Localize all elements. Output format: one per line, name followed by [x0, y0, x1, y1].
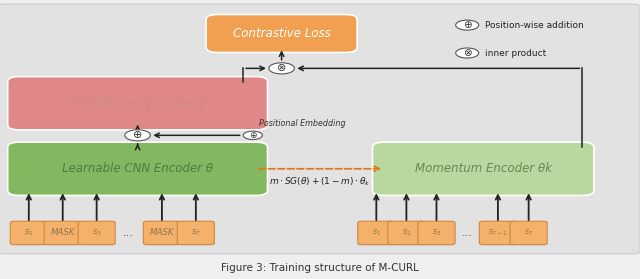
FancyBboxPatch shape [143, 221, 180, 245]
Circle shape [243, 131, 262, 140]
Text: ⊗: ⊗ [277, 63, 286, 73]
FancyBboxPatch shape [206, 15, 357, 52]
FancyBboxPatch shape [510, 221, 547, 245]
Circle shape [456, 20, 479, 30]
Text: ⊕: ⊕ [133, 130, 142, 140]
Text: Momentum Encoder θk: Momentum Encoder θk [415, 162, 552, 175]
Text: Figure 3: Training structure of M-CURL: Figure 3: Training structure of M-CURL [221, 263, 419, 273]
Text: Learnable CNN Encoder θ: Learnable CNN Encoder θ [62, 162, 213, 175]
Text: MASK: MASK [150, 229, 174, 237]
Text: ⊕: ⊕ [249, 131, 257, 140]
FancyBboxPatch shape [8, 142, 268, 195]
Text: inner product: inner product [485, 49, 547, 57]
Text: $s_1$: $s_1$ [24, 228, 34, 238]
Text: $m \cdot SG(\theta) + (1-m) \cdot \theta_k$: $m \cdot SG(\theta) + (1-m) \cdot \theta… [269, 176, 371, 188]
FancyBboxPatch shape [418, 221, 455, 245]
FancyBboxPatch shape [8, 76, 268, 130]
FancyBboxPatch shape [0, 4, 640, 254]
Text: ...: ... [462, 228, 472, 238]
Text: $s_3$: $s_3$ [432, 228, 441, 238]
FancyBboxPatch shape [177, 221, 214, 245]
Text: $s_T$: $s_T$ [191, 228, 201, 238]
FancyBboxPatch shape [10, 221, 47, 245]
FancyBboxPatch shape [78, 221, 115, 245]
Text: MASK: MASK [51, 229, 75, 237]
FancyBboxPatch shape [388, 221, 425, 245]
Text: Position-wise addition: Position-wise addition [485, 21, 584, 30]
Text: Transformer Encoder φ: Transformer Encoder φ [70, 97, 205, 110]
Circle shape [125, 130, 150, 141]
Text: $s_2$: $s_2$ [402, 228, 411, 238]
FancyBboxPatch shape [479, 221, 516, 245]
FancyBboxPatch shape [358, 221, 395, 245]
Text: $s_3$: $s_3$ [92, 228, 102, 238]
Text: Positional Embedding: Positional Embedding [259, 119, 346, 128]
Circle shape [456, 48, 479, 58]
Circle shape [269, 63, 294, 74]
Text: ⊕: ⊕ [463, 20, 472, 30]
Text: $s_1$: $s_1$ [372, 228, 381, 238]
Text: ...: ... [123, 228, 133, 238]
Text: $s_T$: $s_T$ [524, 228, 534, 238]
Text: Contrastive Loss: Contrastive Loss [233, 27, 330, 40]
Text: $s_{T-1}$: $s_{T-1}$ [488, 228, 508, 238]
FancyBboxPatch shape [372, 142, 594, 195]
FancyBboxPatch shape [44, 221, 81, 245]
Text: ⊗: ⊗ [463, 48, 472, 58]
